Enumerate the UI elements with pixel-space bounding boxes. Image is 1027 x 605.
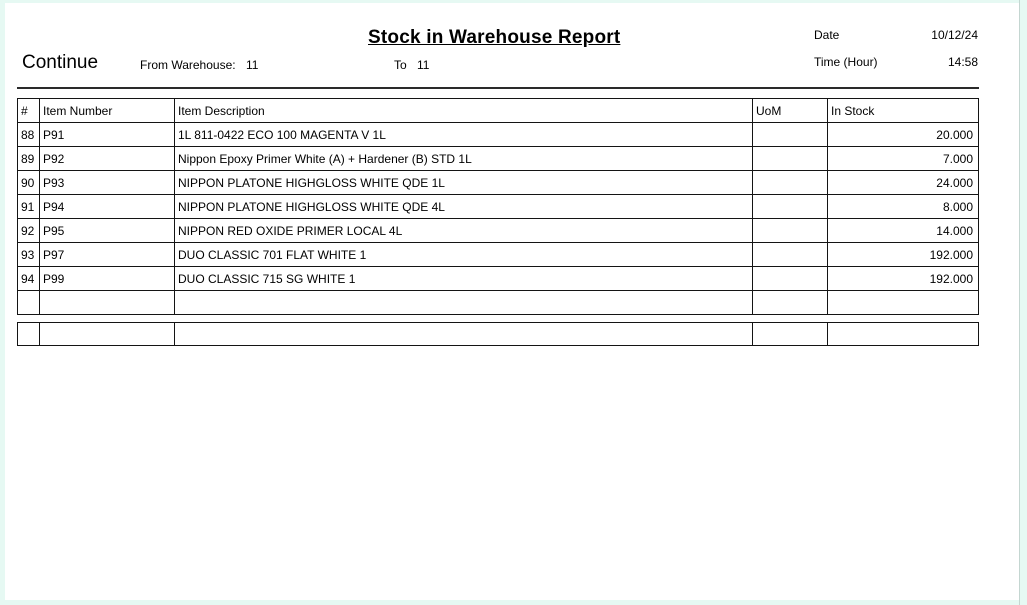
- cell-item-description: NIPPON PLATONE HIGHGLOSS WHITE QDE 1L: [174, 170, 753, 195]
- stock-table: # Item Number Item Description UoM In Stock …: [17, 98, 979, 315]
- cell-in-stock: 7.000: [827, 146, 979, 171]
- cell-item-description: 1L 811-0422 ECO 100 MAGENTA V 1L: [174, 122, 753, 147]
- cell-row-number: 93: [17, 242, 40, 267]
- table-row: 89 P92 Nippon Epoxy Primer White (A) + Har…: [17, 146, 979, 171]
- cell-item-number: [39, 322, 175, 346]
- cell-row-number: 89: [17, 146, 40, 171]
- cell-item-description: DUO CLASSIC 701 FLAT WHITE 1: [174, 242, 753, 267]
- from-warehouse-value: 11: [246, 58, 259, 72]
- table-row: [17, 322, 979, 346]
- to-warehouse-value: 11: [417, 58, 430, 72]
- table-row: 92 P95 NIPPON RED OXIDE PRIMER LOCAL 4L 14…: [17, 218, 979, 243]
- cell-row-number: 88: [17, 122, 40, 147]
- time-label: Time (Hour): [814, 55, 878, 69]
- cell-item-number: P93: [39, 170, 175, 195]
- cell-item-description: DUO CLASSIC 715 SG WHITE 1: [174, 266, 753, 291]
- cell-item-description: [174, 322, 753, 346]
- column-header: UoM: [752, 98, 828, 123]
- date-label: Date: [814, 28, 840, 42]
- cell-in-stock: [827, 290, 979, 315]
- table-row: 94 P99 DUO CLASSIC 715 SG WHITE 1 192.000: [17, 266, 979, 291]
- window-frame-top: [0, 0, 1027, 3]
- cell-item-description: Nippon Epoxy Primer White (A) + Hardener…: [174, 146, 753, 171]
- window-frame-right: [1019, 0, 1027, 605]
- header-divider: [17, 87, 979, 89]
- cell-uom: [752, 322, 828, 346]
- stock-table-footer-box: [17, 322, 979, 346]
- cell-in-stock: 8.000: [827, 194, 979, 219]
- cell-item-description: NIPPON RED OXIDE PRIMER LOCAL 4L: [174, 218, 753, 243]
- cell-in-stock: 192.000: [827, 242, 979, 267]
- from-warehouse-label: From Warehouse:: [140, 58, 236, 72]
- cell-row-number: 90: [17, 170, 40, 195]
- cell-uom: [752, 266, 828, 291]
- table-row: 90 P93 NIPPON PLATONE HIGHGLOSS WHITE QDE …: [17, 170, 979, 195]
- cell-row-number: 94: [17, 266, 40, 291]
- report-table-body: 88 P91 1L 811-0422 ECO 100 MAGENTA V 1L 20…: [17, 122, 979, 315]
- cell-uom: [752, 122, 828, 147]
- cell-item-description: [174, 290, 753, 315]
- cell-in-stock: 192.000: [827, 266, 979, 291]
- cell-item-number: P91: [39, 122, 175, 147]
- cell-row-number: [17, 322, 40, 346]
- cell-in-stock: 24.000: [827, 170, 979, 195]
- cell-row-number: 91: [17, 194, 40, 219]
- cell-item-number: P95: [39, 218, 175, 243]
- time-value: 14:58: [947, 55, 978, 69]
- cell-uom: [752, 290, 828, 315]
- cell-item-number: P92: [39, 146, 175, 171]
- cell-item-number: P99: [39, 266, 175, 291]
- column-header: Item Number: [39, 98, 175, 123]
- window-frame-bottom: [0, 600, 1027, 605]
- column-header: In Stock: [827, 98, 979, 123]
- cell-row-number: 92: [17, 218, 40, 243]
- cell-in-stock: 14.000: [827, 218, 979, 243]
- continue-button[interactable]: Continue: [22, 52, 99, 73]
- cell-uom: [752, 194, 828, 219]
- report-table-footer-body: [17, 322, 979, 346]
- to-warehouse-label: To: [394, 58, 407, 72]
- cell-row-number: [17, 290, 40, 315]
- cell-uom: [752, 242, 828, 267]
- cell-in-stock: 20.000: [827, 122, 979, 147]
- date-value: 10/12/24: [931, 28, 978, 42]
- table-header-row: # Item Number Item Description UoM In Stock: [17, 98, 979, 123]
- table-row: [17, 290, 979, 315]
- cell-item-number: [39, 290, 175, 315]
- column-header: Item Description: [174, 98, 753, 123]
- cell-item-number: P97: [39, 242, 175, 267]
- cell-item-number: P94: [39, 194, 175, 219]
- cell-uom: [752, 146, 828, 171]
- table-row: 93 P97 DUO CLASSIC 701 FLAT WHITE 1 192.00…: [17, 242, 979, 267]
- table-row: 91 P94 NIPPON PLATONE HIGHGLOSS WHITE QDE …: [17, 194, 979, 219]
- table-row: 88 P91 1L 811-0422 ECO 100 MAGENTA V 1L 20…: [17, 122, 979, 147]
- cell-in-stock: [827, 322, 979, 346]
- cell-item-description: NIPPON PLATONE HIGHGLOSS WHITE QDE 4L: [174, 194, 753, 219]
- cell-uom: [752, 218, 828, 243]
- page-title: Stock in Warehouse Report: [368, 27, 621, 48]
- window-frame-left: [0, 0, 5, 605]
- cell-uom: [752, 170, 828, 195]
- column-header: #: [17, 98, 40, 123]
